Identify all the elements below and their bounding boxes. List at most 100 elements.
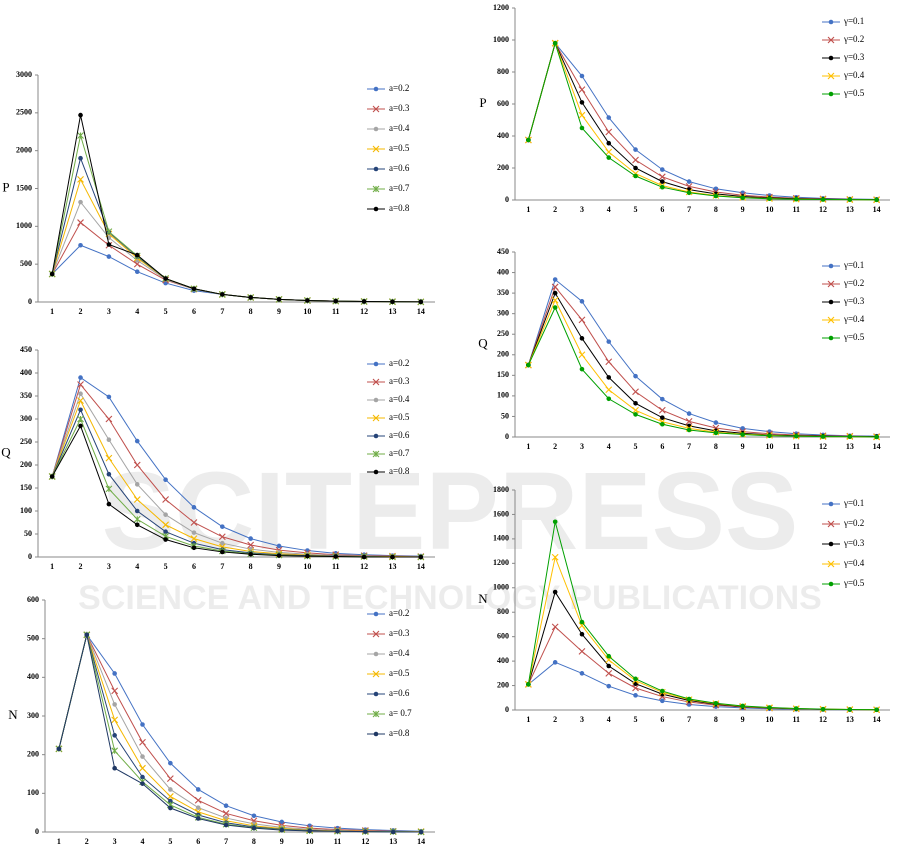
point <box>363 829 368 834</box>
point <box>767 196 772 202</box>
x-tick-label: 2 <box>79 307 83 316</box>
point <box>713 700 719 706</box>
x-tick-label: 4 <box>135 562 139 571</box>
y-tick-label: 400 <box>497 267 509 276</box>
legend-marker <box>827 36 835 44</box>
point <box>333 298 339 304</box>
point <box>162 521 169 529</box>
y-tick-label: 100 <box>20 506 32 515</box>
x-tick-label: 3 <box>580 442 584 451</box>
point <box>605 386 613 394</box>
point <box>579 366 585 372</box>
legend-marker <box>828 263 834 269</box>
y-tick-label: 200 <box>27 749 39 758</box>
point <box>111 716 119 724</box>
x-tick-label: 2 <box>79 562 83 571</box>
x-tick-label: 11 <box>332 562 340 571</box>
point <box>633 693 638 698</box>
x-tick-label: 3 <box>107 307 111 316</box>
x-tick-label: 14 <box>873 205 881 214</box>
point <box>251 813 257 819</box>
legend-marker <box>828 19 834 25</box>
legend-label: a=0.4 <box>389 123 410 133</box>
point <box>220 549 225 555</box>
point <box>106 394 112 400</box>
legend-label: a=0.6 <box>389 688 410 698</box>
x-tick-label: 2 <box>553 442 557 451</box>
point <box>606 339 612 344</box>
legend-marker <box>828 91 834 97</box>
point <box>112 671 117 676</box>
point <box>78 199 83 205</box>
x-tick-label: 11 <box>332 307 340 316</box>
point <box>633 165 638 171</box>
point <box>551 296 559 304</box>
point <box>195 816 201 821</box>
y-tick-label: 150 <box>497 370 509 379</box>
point <box>793 433 799 439</box>
x-tick-label: 14 <box>873 715 881 724</box>
y-tick-label: 600 <box>497 631 509 640</box>
point <box>77 381 84 388</box>
legend-marker <box>373 611 379 617</box>
y-tick-label: 0 <box>505 195 509 204</box>
point <box>713 193 719 199</box>
point <box>606 683 612 689</box>
y-tick-label: 250 <box>497 329 509 338</box>
point <box>660 167 665 172</box>
y-tick-label: 1500 <box>16 183 32 192</box>
point <box>660 415 665 420</box>
series-line <box>51 221 421 303</box>
point <box>847 197 853 202</box>
point <box>276 297 282 302</box>
point <box>112 733 117 738</box>
point <box>658 406 666 414</box>
x-tick-label: 1 <box>526 715 530 724</box>
point <box>633 400 638 406</box>
x-tick-label: 8 <box>249 307 253 316</box>
point <box>191 505 197 510</box>
legend-marker <box>828 581 834 587</box>
legend-marker <box>373 691 379 697</box>
y-tick-label: 200 <box>20 460 32 469</box>
series-line <box>58 634 422 833</box>
point <box>139 738 146 746</box>
y-tick-label: 1600 <box>493 509 509 518</box>
x-tick-label: 13 <box>846 442 854 451</box>
x-tick-label: 13 <box>388 307 396 316</box>
y-tick-label: 0 <box>28 297 32 306</box>
y-tick-label: 350 <box>20 391 32 400</box>
point <box>660 184 665 190</box>
x-tick-label: 14 <box>873 442 881 451</box>
legend-marker <box>827 72 835 80</box>
x-tick-label: 7 <box>220 562 224 571</box>
y-tick-label: 400 <box>497 656 509 665</box>
point <box>418 554 424 560</box>
point <box>633 147 638 152</box>
point <box>551 623 559 631</box>
point <box>551 553 559 561</box>
x-tick-label: 4 <box>607 715 611 724</box>
point <box>111 687 119 695</box>
point <box>633 676 638 682</box>
legend-label: a=0.8 <box>389 728 410 738</box>
point <box>606 115 612 120</box>
point <box>390 554 395 560</box>
point <box>134 252 140 258</box>
y-tick-label: 400 <box>20 368 32 377</box>
legend-marker <box>372 105 380 113</box>
point <box>194 796 202 804</box>
point <box>579 100 585 105</box>
x-tick-label: 12 <box>819 442 827 451</box>
x-tick-label: 13 <box>846 715 854 724</box>
x-tick-label: 1 <box>57 837 61 846</box>
point <box>390 829 396 835</box>
point <box>78 423 83 429</box>
x-tick-label: 5 <box>634 715 638 724</box>
point <box>874 434 879 440</box>
legend-label: γ=0.4 <box>843 70 865 80</box>
legend-marker <box>373 126 379 132</box>
point <box>305 298 310 303</box>
point <box>740 195 745 201</box>
legend-label: a=0.6 <box>389 163 410 173</box>
